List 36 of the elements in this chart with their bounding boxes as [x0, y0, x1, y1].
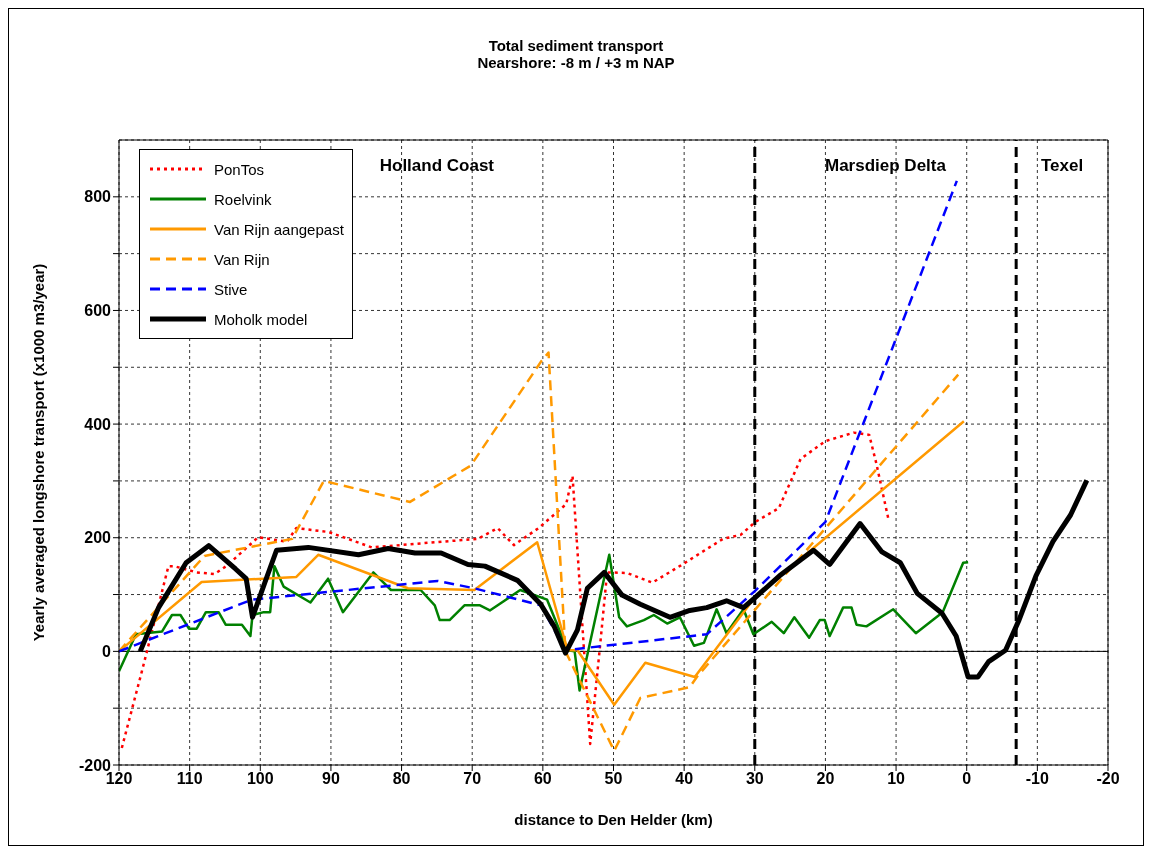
x-tick-label: 40 — [675, 770, 694, 788]
annotation: Texel — [1040, 156, 1084, 176]
y-axis-title: Yearly averaged longshore transport (x1000 m3/year) — [30, 263, 48, 642]
x-tick-label: -20 — [1096, 770, 1120, 788]
y-tick-label: 200 — [84, 529, 112, 547]
legend-label: Van Rijn — [214, 250, 270, 268]
legend-label: Van Rijn aangepast — [214, 220, 344, 238]
chart-title: Total sediment transport — [487, 37, 665, 54]
line-series — [120, 431, 891, 750]
x-tick-label: 60 — [533, 770, 552, 788]
y-tick-label: 400 — [84, 415, 112, 433]
legend-label: PonTos — [214, 160, 265, 178]
x-tick-label: 50 — [604, 770, 623, 788]
y-tick-label: 800 — [84, 188, 112, 206]
annotation: Marsdiep Delta — [825, 156, 947, 176]
x-tick-label: 110 — [176, 770, 203, 788]
y-tick-label: 600 — [84, 302, 112, 320]
y-tick-label: 0 — [102, 643, 112, 661]
annotation: Holland Coast — [379, 156, 495, 176]
x-tick-label: 20 — [816, 770, 835, 788]
x-tick-label: 90 — [322, 770, 340, 788]
chart-subtitle: Nearshore: -8 m / +3 m NAP — [476, 54, 676, 71]
x-tick-label: 100 — [246, 770, 274, 788]
x-tick-label: 70 — [463, 770, 482, 788]
x-tick-label: 120 — [105, 770, 133, 788]
x-tick-label: 0 — [962, 770, 972, 788]
legend-label: Roelvink — [214, 190, 272, 208]
line-series — [119, 553, 970, 692]
x-tick-label: 30 — [745, 770, 764, 788]
legend-label: Moholk model — [214, 310, 308, 328]
x-tick-label: 10 — [887, 770, 906, 788]
x-tick-label: 80 — [392, 770, 411, 788]
x-axis-title: distance to Den Helder (km) — [514, 811, 713, 828]
line-series — [119, 179, 959, 653]
legend-label: Stive — [214, 280, 248, 298]
x-tick-label: -10 — [1025, 770, 1050, 788]
